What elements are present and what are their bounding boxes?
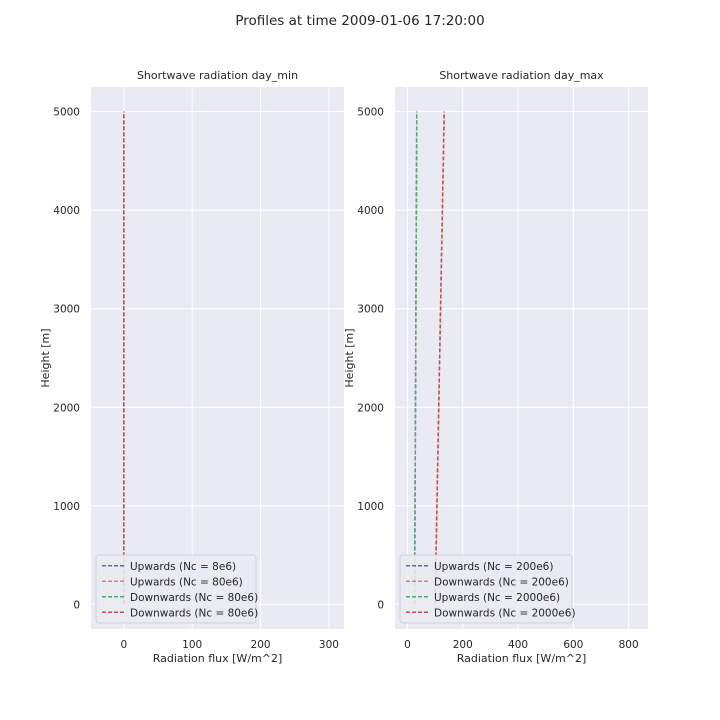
y-tick-label: 3000 xyxy=(357,304,384,316)
legend-label: Upwards (Nc = 80e6) xyxy=(130,576,243,588)
y-tick-label: 5000 xyxy=(357,107,384,119)
x-axis-label: Radiation flux [W/m^2] xyxy=(457,652,587,665)
figure-title: Profiles at time 2009-01-06 17:20:00 xyxy=(235,13,484,29)
legend-label: Downwards (Nc = 80e6) xyxy=(130,607,258,619)
legend-label: Downwards (Nc = 80e6) xyxy=(130,592,258,604)
y-axis-label: Height [m] xyxy=(39,328,52,387)
x-tick-label: 100 xyxy=(182,639,202,651)
y-tick-label: 2000 xyxy=(357,402,384,414)
plot-area xyxy=(91,87,344,629)
legend-label: Upwards (Nc = 2000e6) xyxy=(434,592,560,604)
y-tick-label: 0 xyxy=(377,599,384,611)
legend: Upwards (Nc = 8e6) Upwards (Nc = 80e6) Dow… xyxy=(95,554,258,624)
series-line-4 xyxy=(434,111,445,605)
panel-1: 0 100 200 300010002000300040005000Shortwave… xyxy=(39,69,344,665)
x-tick-label: 200 xyxy=(251,639,271,651)
x-tick-label: 0 xyxy=(120,639,127,651)
x-tick-label: 0 xyxy=(404,639,411,651)
legend-label: Upwards (Nc = 8e6) xyxy=(130,561,236,573)
legend: Upwards (Nc = 200e6) Downwards (Nc = 200e… xyxy=(399,554,576,624)
y-axis-label: Height [m] xyxy=(343,328,356,387)
x-tick-label: 400 xyxy=(508,639,528,651)
x-tick-label: 600 xyxy=(563,639,583,651)
legend-label: Downwards (Nc = 200e6) xyxy=(434,576,569,588)
legend-box xyxy=(95,554,257,624)
y-tick-label: 4000 xyxy=(53,205,80,217)
panel-title: Shortwave radiation day_min xyxy=(137,69,298,82)
y-tick-label: 2000 xyxy=(53,402,80,414)
x-tick-label: 300 xyxy=(319,639,339,651)
series-line-3 xyxy=(413,111,418,605)
x-tick-label: 800 xyxy=(619,639,639,651)
legend-box xyxy=(399,554,573,624)
y-tick-label: 1000 xyxy=(53,501,80,513)
legend-label: Upwards (Nc = 200e6) xyxy=(434,561,553,573)
plot-area xyxy=(395,87,648,629)
y-tick-label: 1000 xyxy=(357,501,384,513)
y-tick-label: 0 xyxy=(73,599,80,611)
panel-2: 0 200 400 600 800 0 1000 2000 3000 4000 5000 Shortw… xyxy=(343,69,648,665)
x-axis-label: Radiation flux [W/m^2] xyxy=(153,652,283,665)
y-tick-label: 4000 xyxy=(357,205,384,217)
x-tick-label: 200 xyxy=(453,639,473,651)
y-tick-label: 5000 xyxy=(53,107,80,119)
panel-title: Shortwave radiation day_max xyxy=(439,69,604,82)
legend-label: Downwards (Nc = 2000e6) xyxy=(434,607,576,619)
y-tick-label: 3000 xyxy=(53,304,80,316)
